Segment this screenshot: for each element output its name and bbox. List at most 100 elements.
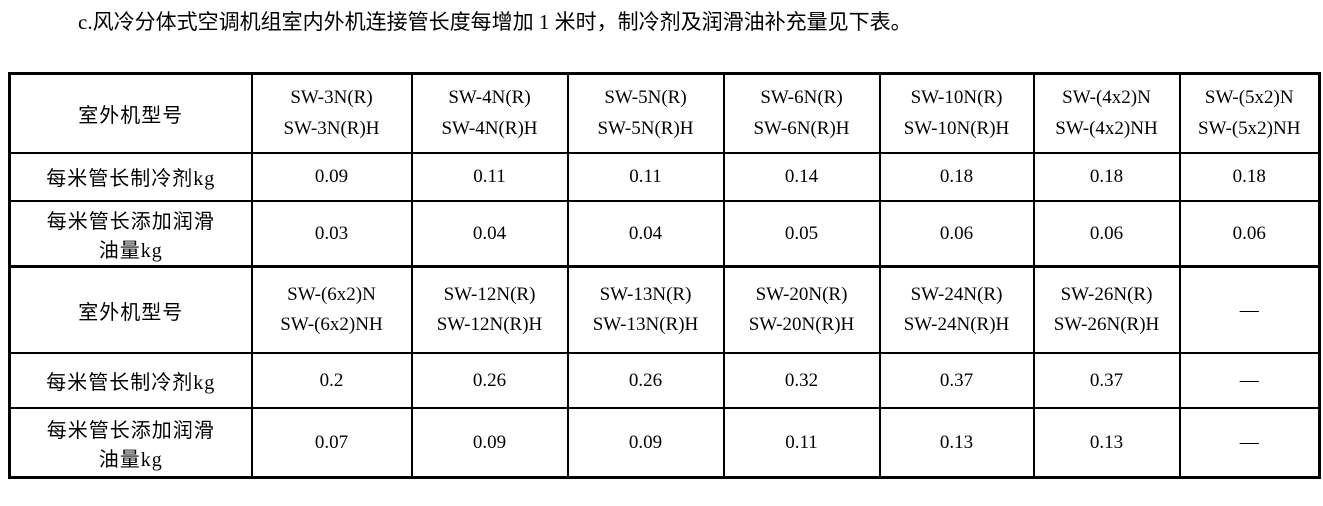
value-cell: 0.18 <box>1178 151 1321 202</box>
value-cell: 0.09 <box>566 406 725 479</box>
value-cell: 0.04 <box>566 199 725 268</box>
model-name: SW-5N(R) <box>604 87 687 109</box>
section-heading: c.风冷分体式空调机组室内外机连接管长度每增加 1 米时，制冷剂及润滑油补充量见… <box>78 10 912 34</box>
dash-value: — <box>1239 432 1259 454</box>
model-name: SW-24N(R)H <box>903 314 1010 336</box>
oil-value: 0.09 <box>628 432 663 454</box>
oil-value: 0.04 <box>628 223 663 245</box>
value-cell: 0.18 <box>878 151 1035 202</box>
oil-value: 0.06 <box>1232 223 1266 245</box>
value-cell: 0.06 <box>878 199 1035 268</box>
value-cell: 0.05 <box>722 199 881 268</box>
dash-value: — <box>1239 369 1259 391</box>
oil-value: 0.13 <box>939 432 974 454</box>
value-cell: 0.03 <box>250 199 413 268</box>
refrigerant-value: 0.26 <box>472 369 507 391</box>
refrigerant-value: 0.26 <box>628 369 663 391</box>
model-name: SW-13N(R) <box>599 283 692 305</box>
oil-value: 0.03 <box>314 223 349 245</box>
refrigerant-value: 0.18 <box>1232 166 1266 188</box>
oil-label-line: 油量kg <box>98 239 163 262</box>
model-cell: SW-26N(R) SW-26N(R)H <box>1032 265 1181 354</box>
value-cell: 0.18 <box>1032 151 1181 202</box>
model-name: SW-(6x2)NH <box>280 314 383 336</box>
outdoor-unit-model-header: 室外机型号 <box>8 265 253 354</box>
value-cell: 0.07 <box>250 406 413 479</box>
table-row-oil-2: 每米管长添加润滑 油量kg 0.07 0.09 0.09 0.11 0.13 0… <box>8 406 1321 479</box>
model-cell: SW-(5x2)N SW-(5x2)NH <box>1178 72 1321 154</box>
oil-value: 0.04 <box>472 223 507 245</box>
value-cell: 0.37 <box>1032 351 1181 409</box>
refrigerant-per-meter-label: 每米管长制冷剂kg <box>8 151 253 202</box>
refrigerant-value: 0.37 <box>1089 369 1124 391</box>
table-row-oil-1: 每米管长添加润滑 油量kg 0.03 0.04 0.04 0.05 0.06 0… <box>8 199 1321 268</box>
table-row-models-2: 室外机型号 SW-(6x2)N SW-(6x2)NH SW-12N(R) SW-… <box>8 265 1321 354</box>
model-name: SW-4N(R)H <box>441 117 538 139</box>
value-cell: 0.06 <box>1032 199 1181 268</box>
model-name: SW-3N(R) <box>290 87 373 109</box>
value-cell: 0.09 <box>410 406 569 479</box>
value-cell: 0.06 <box>1178 199 1321 268</box>
value-cell: 0.26 <box>566 351 725 409</box>
model-cell: SW-4N(R) SW-4N(R)H <box>410 72 569 154</box>
model-cell: SW-(4x2)N SW-(4x2)NH <box>1032 72 1181 154</box>
value-cell: 0.2 <box>250 351 413 409</box>
model-name: SW-6N(R)H <box>753 117 850 139</box>
value-cell: 0.11 <box>566 151 725 202</box>
model-cell: SW-(6x2)N SW-(6x2)NH <box>250 265 413 354</box>
oil-value: 0.11 <box>785 432 818 454</box>
dash-cell: — <box>1178 351 1321 409</box>
refrigerant-value: 0.37 <box>939 369 974 391</box>
model-cell: SW-12N(R) SW-12N(R)H <box>410 265 569 354</box>
oil-per-meter-label: 每米管长添加润滑 油量kg <box>8 406 253 479</box>
value-cell: 0.09 <box>250 151 413 202</box>
oil-value: 0.09 <box>472 432 507 454</box>
model-name: SW-4N(R) <box>448 87 531 109</box>
oil-value: 0.06 <box>939 223 974 245</box>
model-name: SW-(4x2)N <box>1062 87 1151 109</box>
refrigerant-value: 0.18 <box>939 166 974 188</box>
refrigerant-value: 0.14 <box>784 166 819 188</box>
value-cell: 0.04 <box>410 199 569 268</box>
refrigerant-value: 0.09 <box>314 166 349 188</box>
oil-label-line: 每米管长添加润滑 <box>46 419 215 442</box>
oil-per-meter-label: 每米管长添加润滑 油量kg <box>8 199 253 268</box>
oil-value: 0.06 <box>1089 223 1124 245</box>
oil-value: 0.13 <box>1089 432 1124 454</box>
model-name: SW-12N(R)H <box>436 314 543 336</box>
model-name: SW-24N(R) <box>910 283 1003 305</box>
value-cell: 0.32 <box>722 351 881 409</box>
outdoor-unit-model-header: 室外机型号 <box>8 72 253 154</box>
table-row-refrigerant-2: 每米管长制冷剂kg 0.2 0.26 0.26 0.32 0.37 0.37 — <box>8 351 1321 409</box>
model-cell: SW-20N(R) SW-20N(R)H <box>722 265 881 354</box>
model-name: SW-20N(R)H <box>748 314 855 336</box>
model-name: SW-26N(R) <box>1060 283 1153 305</box>
model-cell: SW-10N(R) SW-10N(R)H <box>878 72 1035 154</box>
refrigerant-value: 0.11 <box>629 166 662 188</box>
refrigerant-value: 0.2 <box>319 369 344 391</box>
model-name: SW-(5x2)N <box>1204 87 1294 109</box>
model-cell: SW-5N(R) SW-5N(R)H <box>566 72 725 154</box>
model-name: SW-5N(R)H <box>597 117 694 139</box>
model-name: SW-6N(R) <box>760 87 843 109</box>
model-cell: SW-24N(R) SW-24N(R)H <box>878 265 1035 354</box>
oil-label-line: 油量kg <box>98 448 163 471</box>
model-name: SW-(6x2)N <box>287 283 376 305</box>
table-row-models-1: 室外机型号 SW-3N(R) SW-3N(R)H SW-4N(R) SW-4N(… <box>8 72 1321 154</box>
oil-label-line: 每米管长添加润滑 <box>46 210 215 233</box>
value-cell: 0.13 <box>878 406 1035 479</box>
oil-value: 0.07 <box>314 432 349 454</box>
model-name: SW-10N(R) <box>910 87 1003 109</box>
model-name: SW-(4x2)NH <box>1055 117 1158 139</box>
model-name: SW-26N(R)H <box>1053 314 1160 336</box>
value-cell: 0.13 <box>1032 406 1181 479</box>
oil-value: 0.05 <box>784 223 819 245</box>
refrigerant-value: 0.11 <box>473 166 506 188</box>
table-row-refrigerant-1: 每米管长制冷剂kg 0.09 0.11 0.11 0.14 0.18 0.18 … <box>8 151 1321 202</box>
model-name: SW-(5x2)NH <box>1198 117 1301 139</box>
model-cell: SW-3N(R) SW-3N(R)H <box>250 72 413 154</box>
model-name: SW-3N(R)H <box>283 117 380 139</box>
refrigerant-oil-supplement-table: 室外机型号 SW-3N(R) SW-3N(R)H SW-4N(R) SW-4N(… <box>8 72 1321 480</box>
value-cell: 0.37 <box>878 351 1035 409</box>
dash-cell: — <box>1178 265 1321 354</box>
